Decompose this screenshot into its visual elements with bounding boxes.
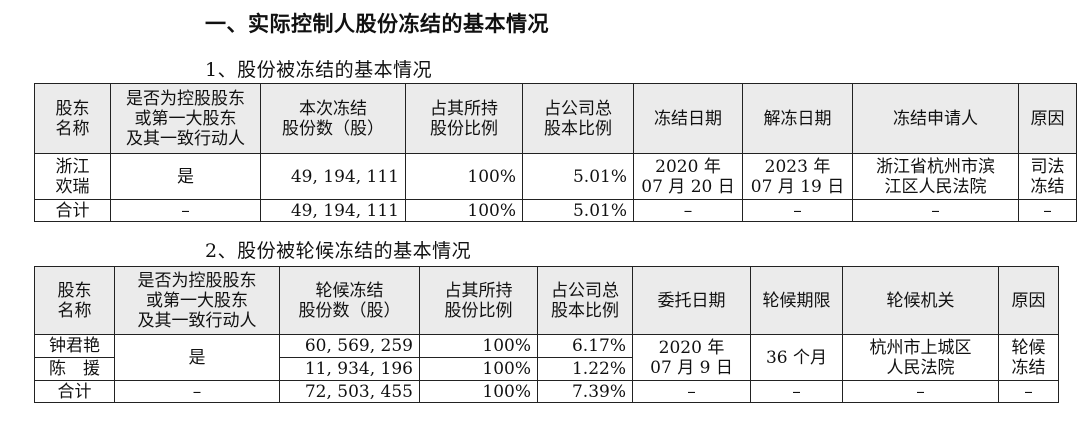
cell-reason: 司法 冻结 <box>1018 153 1077 200</box>
table-row: 浙江 欢瑞 是 49, 194, 111 100% 5.01% 2020 年 0… <box>34 153 1077 200</box>
cell-dash: – <box>633 199 743 222</box>
cell-total-ratio: 7.39% <box>537 380 633 403</box>
cell-entrust-date: 2020 年 07 月 9 日 <box>632 334 751 381</box>
header-cell: 占公司总 股本比例 <box>537 266 633 335</box>
cell-shares: 72, 503, 455 <box>279 380 420 403</box>
cell-controlling: 是 <box>110 153 261 200</box>
cell-own-ratio: 100% <box>405 153 523 200</box>
header-cell: 委托日期 <box>632 266 751 335</box>
header-cell: 冻结申请人 <box>852 83 1019 154</box>
cell-dash: – <box>114 380 280 403</box>
table-header-row: 股东 名称 是否为控股股东 或第一大股东 及其一致行动人 本次冻结 股份数（股）… <box>34 83 1077 154</box>
cell-unfreeze-date: 2023 年 07 月 19 日 <box>742 153 853 200</box>
header-cell: 原因 <box>1018 83 1077 154</box>
table-header-row: 股东 名称 是否为控股股东 或第一大股东 及其一致行动人 轮候冻结 股份数（股）… <box>34 266 1059 335</box>
table-row: 陈 援 11, 934, 196 100% 1.22% <box>34 357 1059 381</box>
cell-shareholder: 浙江 欢瑞 <box>34 153 111 200</box>
cell-dash: – <box>842 380 999 403</box>
header-cell: 股东 名称 <box>34 266 115 335</box>
cell-total-ratio: 5.01% <box>522 199 634 222</box>
header-cell: 轮候期限 <box>750 266 843 335</box>
cell-shares: 49, 194, 111 <box>260 199 406 222</box>
page-heading: 一、实际控制人股份冻结的基本情况 <box>205 12 549 36</box>
cell-dash: – <box>750 380 843 403</box>
cell-dash: – <box>742 199 853 222</box>
cell-total-ratio: 6.17% <box>537 334 633 358</box>
cell-shares: 49, 194, 111 <box>260 153 406 200</box>
cell-dash: – <box>632 380 751 403</box>
cell-shares: 11, 934, 196 <box>279 357 420 381</box>
section1-title: 1、股份被冻结的基本情况 <box>205 59 433 81</box>
header-cell: 解冻日期 <box>742 83 853 154</box>
cell-dash: – <box>998 380 1059 403</box>
cell-own-ratio: 100% <box>405 199 523 222</box>
header-cell: 是否为控股股东 或第一大股东 及其一致行动人 <box>114 266 280 335</box>
header-cell: 原因 <box>998 266 1059 335</box>
cell-own-ratio: 100% <box>419 357 538 381</box>
header-cell: 占其所持 股份比例 <box>419 266 538 335</box>
waiting-frozen-shares-table: 股东 名称 是否为控股股东 或第一大股东 及其一致行动人 轮候冻结 股份数（股）… <box>34 266 1059 403</box>
table-row: 钟君艳 是 60, 569, 259 100% 6.17% 2020 年 07 … <box>34 334 1059 381</box>
header-cell: 股东 名称 <box>34 83 111 154</box>
cell-authority: 杭州市上城区 人民法院 <box>842 334 999 381</box>
cell-freeze-date: 2020 年 07 月 20 日 <box>633 153 743 200</box>
cell-total-label: 合计 <box>34 380 115 403</box>
cell-shares: 60, 569, 259 <box>279 334 420 358</box>
cell-total-ratio: 5.01% <box>522 153 634 200</box>
total-row: 合计 – 49, 194, 111 100% 5.01% – – – – <box>34 199 1077 222</box>
header-cell: 占公司总 股本比例 <box>522 83 634 154</box>
cell-shareholder: 钟君艳 <box>34 334 115 358</box>
header-cell: 是否为控股股东 或第一大股东 及其一致行动人 <box>110 83 261 154</box>
header-cell: 轮候机关 <box>842 266 999 335</box>
cell-dash: – <box>1018 199 1077 222</box>
header-cell: 占其所持 股份比例 <box>405 83 523 154</box>
section2-title: 2、股份被轮候冻结的基本情况 <box>205 240 472 262</box>
header-cell: 本次冻结 股份数（股） <box>260 83 406 154</box>
cell-own-ratio: 100% <box>419 380 538 403</box>
header-cell: 冻结日期 <box>633 83 743 154</box>
cell-dash: – <box>110 199 261 222</box>
cell-applicant: 浙江省杭州市滨 江区人民法院 <box>852 153 1019 200</box>
cell-reason: 轮候 冻结 <box>998 334 1059 381</box>
cell-total-label: 合计 <box>34 199 111 222</box>
total-row: 合计 – 72, 503, 455 100% 7.39% – – – – <box>34 380 1059 403</box>
cell-own-ratio: 100% <box>419 334 538 358</box>
cell-period: 36 个月 <box>750 334 843 381</box>
cell-shareholder: 陈 援 <box>34 357 115 381</box>
cell-controlling: 是 <box>114 334 280 381</box>
frozen-shares-table: 股东 名称 是否为控股股东 或第一大股东 及其一致行动人 本次冻结 股份数（股）… <box>34 83 1077 222</box>
header-cell: 轮候冻结 股份数（股） <box>279 266 420 335</box>
cell-total-ratio: 1.22% <box>537 357 633 381</box>
cell-dash: – <box>852 199 1019 222</box>
